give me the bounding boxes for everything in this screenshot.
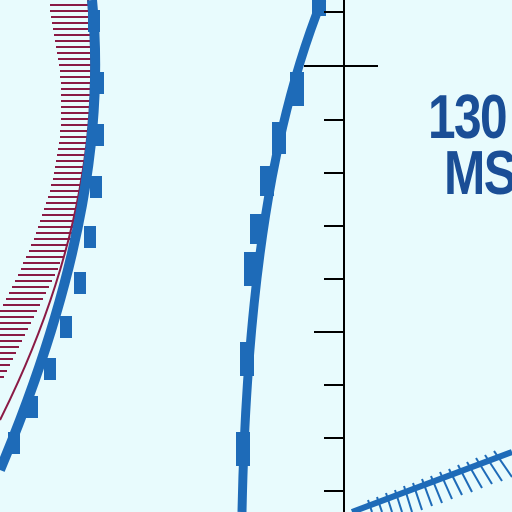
airspace-altitude-label: 130 MS xyxy=(428,83,512,208)
airspace-boundary-middle xyxy=(236,0,327,512)
class-c-boundary-left xyxy=(0,0,101,472)
class-c-boundary-left-tabs xyxy=(8,10,104,454)
restricted-area-boundary xyxy=(0,0,104,472)
altitude-value: 130 xyxy=(428,83,508,152)
altitude-reference: MS xyxy=(444,139,512,208)
graticule-longitude-line xyxy=(304,0,378,512)
restricted-area-boundary-lower-right xyxy=(350,449,512,512)
